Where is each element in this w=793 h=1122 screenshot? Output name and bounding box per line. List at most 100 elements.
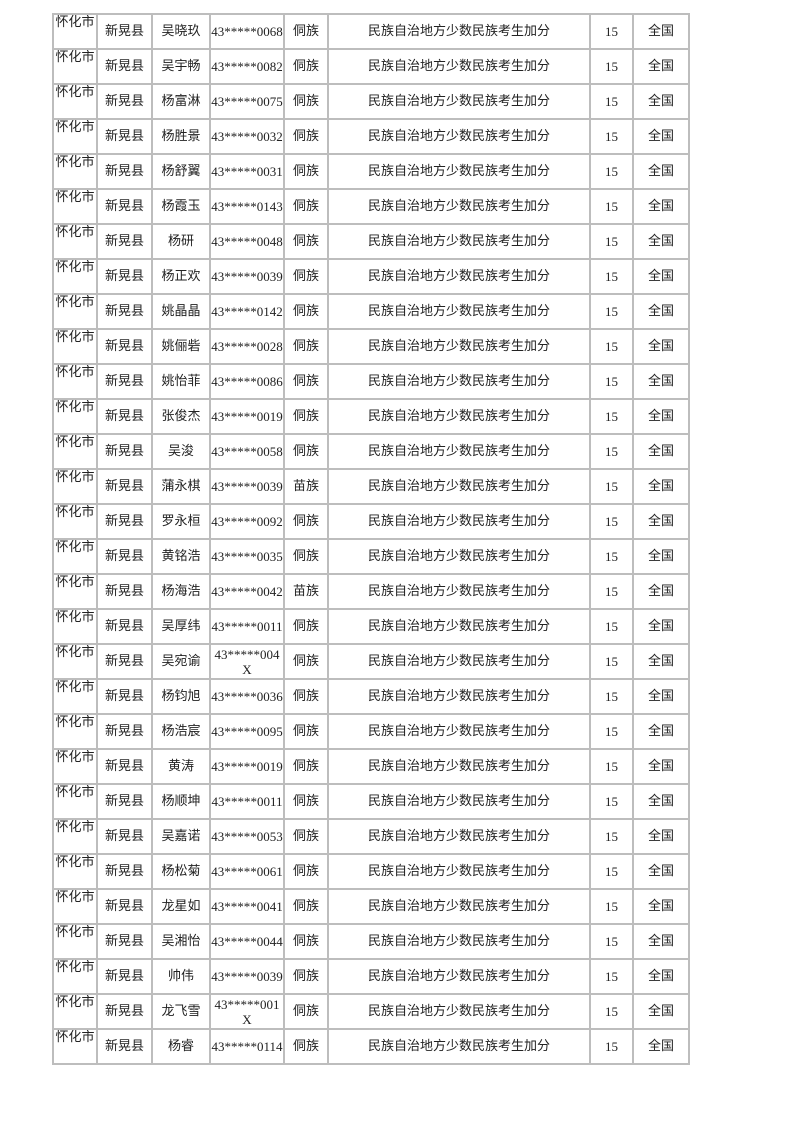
city-cell: 怀化市 bbox=[54, 155, 96, 188]
name-cell: 帅伟 bbox=[153, 960, 209, 993]
ethnicity-cell-text: 侗族 bbox=[292, 934, 319, 949]
ethnicity-cell-text: 侗族 bbox=[292, 444, 319, 459]
id-cell: 43*****0048 bbox=[211, 225, 283, 258]
id-cell-text: 43*****0061 bbox=[211, 864, 283, 879]
city-cell-text: 怀化市 bbox=[55, 890, 95, 905]
scope-cell: 全国 bbox=[634, 785, 688, 818]
points-cell-text: 15 bbox=[605, 1039, 618, 1054]
name-cell: 龙飞雪 bbox=[153, 995, 209, 1028]
county-cell-text: 新晃县 bbox=[104, 479, 144, 494]
scope-cell-text: 全国 bbox=[647, 899, 674, 914]
city-cell-text: 怀化市 bbox=[55, 85, 95, 100]
name-cell-text: 杨研 bbox=[167, 234, 194, 249]
ethnicity-cell: 侗族 bbox=[285, 15, 327, 48]
ethnicity-cell: 侗族 bbox=[285, 155, 327, 188]
reason-cell: 民族自治地方少数民族考生加分 bbox=[329, 260, 589, 293]
county-cell: 新晃县 bbox=[98, 645, 151, 678]
reason-cell: 民族自治地方少数民族考生加分 bbox=[329, 995, 589, 1028]
points-cell: 15 bbox=[591, 995, 632, 1028]
points-cell-text: 15 bbox=[605, 619, 618, 634]
id-cell: 43*****0142 bbox=[211, 295, 283, 328]
id-cell-text: 43*****0068 bbox=[211, 24, 283, 39]
scope-cell-text: 全国 bbox=[647, 94, 674, 109]
scope-cell-text: 全国 bbox=[647, 374, 674, 389]
id-cell: 43*****001X bbox=[211, 995, 283, 1028]
ethnicity-cell: 侗族 bbox=[285, 645, 327, 678]
county-cell: 新晃县 bbox=[98, 890, 151, 923]
reason-cell-text: 民族自治地方少数民族考生加分 bbox=[367, 1039, 550, 1054]
points-cell-text: 15 bbox=[605, 654, 618, 669]
ethnicity-cell-text: 侗族 bbox=[292, 409, 319, 424]
city-cell: 怀化市 bbox=[54, 995, 96, 1028]
county-cell: 新晃县 bbox=[98, 960, 151, 993]
reason-cell: 民族自治地方少数民族考生加分 bbox=[329, 855, 589, 888]
table-row: 怀化市 新晃县 杨钧旭 43*****0036 侗族 民族自治地方少数民族考生加分 15 全国 bbox=[54, 680, 688, 713]
points-cell: 15 bbox=[591, 295, 632, 328]
scope-cell-text: 全国 bbox=[647, 269, 674, 284]
name-cell-text: 吴宛谕 bbox=[161, 654, 201, 669]
table-row: 怀化市 新晃县 杨顺坤 43*****0011 侗族 民族自治地方少数民族考生加分 15 全国 bbox=[54, 785, 688, 818]
ethnicity-cell-text: 侗族 bbox=[292, 339, 319, 354]
id-cell: 43*****0053 bbox=[211, 820, 283, 853]
id-cell: 43*****0041 bbox=[211, 890, 283, 923]
name-cell-text: 姚俪砦 bbox=[161, 339, 201, 354]
city-cell: 怀化市 bbox=[54, 400, 96, 433]
county-cell: 新晃县 bbox=[98, 750, 151, 783]
name-cell-text: 杨顺坤 bbox=[161, 794, 201, 809]
ethnicity-cell-text: 侗族 bbox=[292, 129, 319, 144]
city-cell: 怀化市 bbox=[54, 470, 96, 503]
id-cell-text: 43*****0032 bbox=[211, 129, 283, 144]
scope-cell-text: 全国 bbox=[647, 59, 674, 74]
scope-cell: 全国 bbox=[634, 575, 688, 608]
county-cell-text: 新晃县 bbox=[104, 584, 144, 599]
county-cell-text: 新晃县 bbox=[104, 934, 144, 949]
points-cell: 15 bbox=[591, 575, 632, 608]
name-cell-text: 杨正欢 bbox=[161, 269, 201, 284]
table-row: 怀化市 新晃县 吴宇畅 43*****0082 侗族 民族自治地方少数民族考生加分 15 全国 bbox=[54, 50, 688, 83]
reason-cell-text: 民族自治地方少数民族考生加分 bbox=[367, 759, 550, 774]
county-cell-text: 新晃县 bbox=[104, 24, 144, 39]
county-cell-text: 新晃县 bbox=[104, 269, 144, 284]
city-cell-text: 怀化市 bbox=[55, 15, 95, 30]
name-cell: 吴浚 bbox=[153, 435, 209, 468]
scope-cell-text: 全国 bbox=[647, 794, 674, 809]
county-cell-text: 新晃县 bbox=[104, 829, 144, 844]
points-cell-text: 15 bbox=[605, 1004, 618, 1019]
scope-cell: 全国 bbox=[634, 925, 688, 958]
scope-cell-text: 全国 bbox=[647, 304, 674, 319]
county-cell: 新晃县 bbox=[98, 190, 151, 223]
reason-cell-text: 民族自治地方少数民族考生加分 bbox=[367, 164, 550, 179]
city-cell-text: 怀化市 bbox=[55, 575, 95, 590]
ethnicity-cell-text: 侗族 bbox=[292, 864, 319, 879]
city-cell-text: 怀化市 bbox=[55, 260, 95, 275]
table-row: 怀化市 新晃县 杨研 43*****0048 侗族 民族自治地方少数民族考生加分 15 全国 bbox=[54, 225, 688, 258]
ethnicity-cell-text: 侗族 bbox=[292, 619, 319, 634]
reason-cell-text: 民族自治地方少数民族考生加分 bbox=[367, 444, 550, 459]
points-cell-text: 15 bbox=[605, 584, 618, 599]
points-cell-text: 15 bbox=[605, 269, 618, 284]
id-cell: 43*****0036 bbox=[211, 680, 283, 713]
reason-cell: 民族自治地方少数民族考生加分 bbox=[329, 820, 589, 853]
reason-cell-text: 民族自治地方少数民族考生加分 bbox=[367, 24, 550, 39]
ethnicity-cell: 侗族 bbox=[285, 225, 327, 258]
id-cell-text: 43*****001X bbox=[214, 996, 280, 1027]
county-cell-text: 新晃县 bbox=[104, 969, 144, 984]
points-cell: 15 bbox=[591, 715, 632, 748]
city-cell: 怀化市 bbox=[54, 645, 96, 678]
id-cell: 43*****0068 bbox=[211, 15, 283, 48]
city-cell-text: 怀化市 bbox=[55, 155, 95, 170]
scope-cell: 全国 bbox=[634, 890, 688, 923]
points-cell: 15 bbox=[591, 540, 632, 573]
county-cell: 新晃县 bbox=[98, 820, 151, 853]
points-cell-text: 15 bbox=[605, 129, 618, 144]
points-cell-text: 15 bbox=[605, 514, 618, 529]
name-cell: 张俊杰 bbox=[153, 400, 209, 433]
points-cell-text: 15 bbox=[605, 899, 618, 914]
city-cell-text: 怀化市 bbox=[55, 120, 95, 135]
reason-cell-text: 民族自治地方少数民族考生加分 bbox=[367, 479, 550, 494]
reason-cell-text: 民族自治地方少数民族考生加分 bbox=[367, 59, 550, 74]
points-cell: 15 bbox=[591, 645, 632, 678]
reason-cell: 民族自治地方少数民族考生加分 bbox=[329, 85, 589, 118]
name-cell: 姚怡菲 bbox=[153, 365, 209, 398]
name-cell: 吴厚纬 bbox=[153, 610, 209, 643]
